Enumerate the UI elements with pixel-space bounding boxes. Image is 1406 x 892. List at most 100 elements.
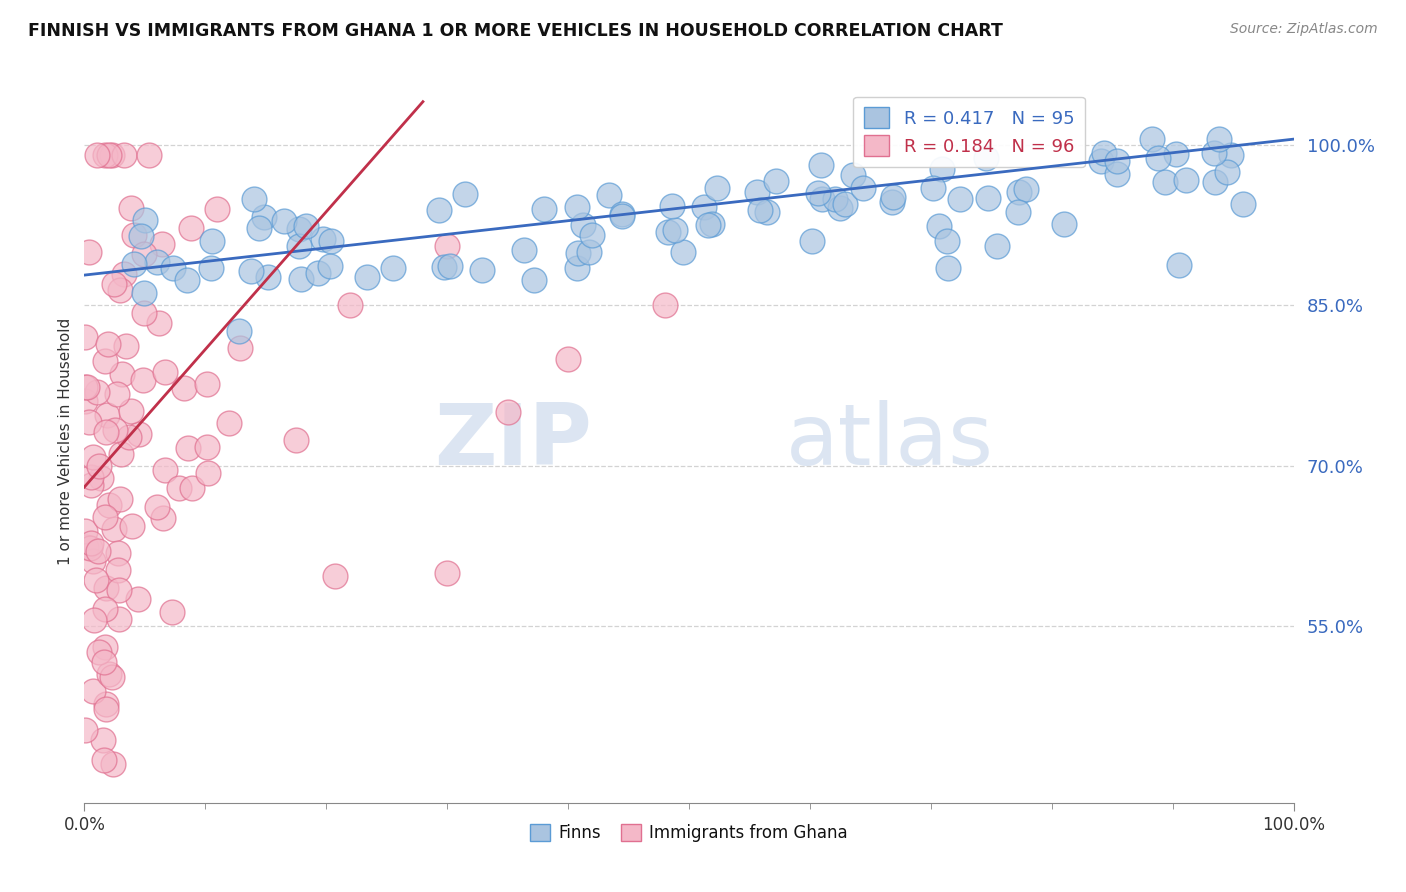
Point — [132, 373, 155, 387]
Point — [256, 269, 278, 284]
Point — [323, 569, 346, 583]
Point — [89, 645, 111, 659]
Text: ZIP: ZIP — [434, 400, 592, 483]
Point — [1147, 151, 1170, 165]
Point — [565, 200, 588, 214]
Point — [1216, 165, 1239, 179]
Point — [110, 447, 132, 461]
Point — [1014, 182, 1036, 196]
Point — [671, 245, 693, 260]
Point — [533, 202, 555, 216]
Point — [101, 757, 124, 772]
Point — [83, 613, 105, 627]
Point — [98, 148, 121, 162]
Point — [1232, 196, 1254, 211]
Point — [1208, 132, 1230, 146]
Point — [121, 519, 143, 533]
Point — [1202, 145, 1225, 160]
Point — [1219, 147, 1241, 161]
Point — [974, 151, 997, 165]
Point — [173, 381, 195, 395]
Point — [1053, 217, 1076, 231]
Point — [1204, 175, 1226, 189]
Point — [273, 214, 295, 228]
Point — [852, 180, 875, 194]
Point — [356, 270, 378, 285]
Point — [810, 159, 832, 173]
Point — [97, 666, 120, 681]
Point — [882, 194, 904, 209]
Point — [612, 210, 634, 224]
Point — [80, 478, 103, 492]
Point — [228, 324, 250, 338]
Point — [129, 228, 152, 243]
Point — [134, 212, 156, 227]
Point — [94, 640, 117, 654]
Point — [949, 192, 972, 206]
Point — [1092, 145, 1115, 160]
Point — [290, 272, 312, 286]
Point — [138, 148, 160, 162]
Point — [195, 440, 218, 454]
Point — [94, 353, 117, 368]
Point — [700, 217, 723, 231]
Point — [82, 684, 104, 698]
Point — [801, 235, 824, 249]
Point — [96, 697, 118, 711]
Point — [96, 408, 118, 422]
Point — [108, 612, 131, 626]
Point — [118, 430, 141, 444]
Point — [807, 186, 830, 201]
Point — [75, 540, 97, 554]
Point — [120, 404, 142, 418]
Point — [661, 199, 683, 213]
Point — [339, 298, 361, 312]
Point — [755, 204, 778, 219]
Point — [1007, 205, 1029, 219]
Point — [810, 192, 832, 206]
Point — [557, 351, 579, 366]
Point — [765, 174, 787, 188]
Point — [79, 541, 101, 555]
Legend: Finns, Immigrants from Ghana: Finns, Immigrants from Ghana — [523, 817, 855, 848]
Point — [496, 405, 519, 419]
Point — [77, 245, 100, 260]
Point — [745, 185, 768, 199]
Point — [105, 387, 128, 401]
Point — [162, 261, 184, 276]
Point — [146, 255, 169, 269]
Point — [319, 259, 342, 273]
Point — [427, 203, 450, 218]
Point — [834, 196, 856, 211]
Point — [73, 723, 96, 737]
Point — [107, 563, 129, 577]
Point — [654, 298, 676, 312]
Point — [1167, 258, 1189, 272]
Point — [1154, 175, 1177, 189]
Text: FINNISH VS IMMIGRANTS FROM GHANA 1 OR MORE VEHICLES IN HOUSEHOLD CORRELATION CHA: FINNISH VS IMMIGRANTS FROM GHANA 1 OR MO… — [28, 22, 1002, 40]
Point — [439, 260, 461, 274]
Point — [928, 219, 950, 233]
Point — [195, 377, 218, 392]
Point — [103, 277, 125, 291]
Point — [200, 260, 222, 275]
Point — [321, 234, 343, 248]
Point — [97, 498, 120, 512]
Point — [454, 186, 477, 201]
Point — [120, 201, 142, 215]
Point — [201, 234, 224, 248]
Point — [93, 753, 115, 767]
Point — [931, 161, 953, 176]
Point — [567, 245, 589, 260]
Point — [128, 427, 150, 442]
Point — [565, 261, 588, 276]
Point — [936, 235, 959, 249]
Point — [977, 191, 1000, 205]
Point — [112, 267, 135, 281]
Point — [108, 491, 131, 506]
Point — [1105, 167, 1128, 181]
Point — [94, 148, 117, 162]
Point — [578, 245, 600, 260]
Point — [77, 415, 100, 429]
Point — [1090, 154, 1112, 169]
